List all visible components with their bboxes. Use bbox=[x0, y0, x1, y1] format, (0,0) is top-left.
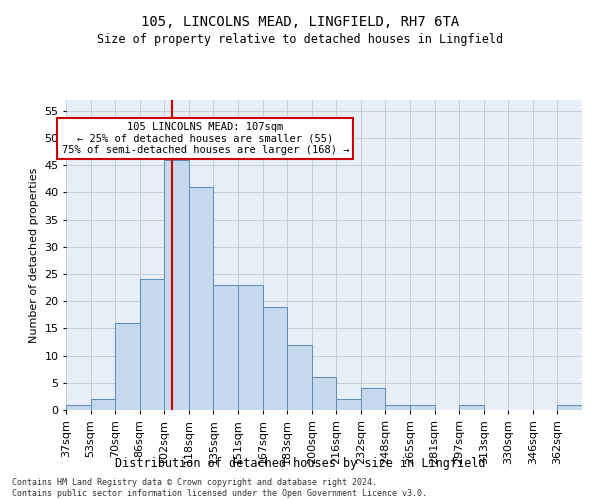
Text: Distribution of detached houses by size in Lingfield: Distribution of detached houses by size … bbox=[115, 458, 485, 470]
Text: 105, LINCOLNS MEAD, LINGFIELD, RH7 6TA: 105, LINCOLNS MEAD, LINGFIELD, RH7 6TA bbox=[141, 15, 459, 29]
Bar bbox=[459, 404, 484, 410]
Bar bbox=[189, 187, 214, 410]
Bar bbox=[385, 404, 410, 410]
Bar bbox=[91, 399, 115, 410]
Bar bbox=[214, 285, 238, 410]
Bar bbox=[557, 404, 582, 410]
Bar bbox=[336, 399, 361, 410]
Bar bbox=[164, 160, 189, 410]
Text: Size of property relative to detached houses in Lingfield: Size of property relative to detached ho… bbox=[97, 32, 503, 46]
Bar bbox=[238, 285, 263, 410]
Bar bbox=[263, 306, 287, 410]
Bar bbox=[312, 378, 336, 410]
Bar bbox=[66, 404, 91, 410]
Bar bbox=[115, 323, 140, 410]
Text: 105 LINCOLNS MEAD: 107sqm
← 25% of detached houses are smaller (55)
75% of semi-: 105 LINCOLNS MEAD: 107sqm ← 25% of detac… bbox=[62, 122, 349, 155]
Text: Contains HM Land Registry data © Crown copyright and database right 2024.
Contai: Contains HM Land Registry data © Crown c… bbox=[12, 478, 427, 498]
Y-axis label: Number of detached properties: Number of detached properties bbox=[29, 168, 38, 342]
Bar bbox=[287, 344, 312, 410]
Bar bbox=[410, 404, 434, 410]
Bar bbox=[361, 388, 385, 410]
Bar bbox=[140, 280, 164, 410]
